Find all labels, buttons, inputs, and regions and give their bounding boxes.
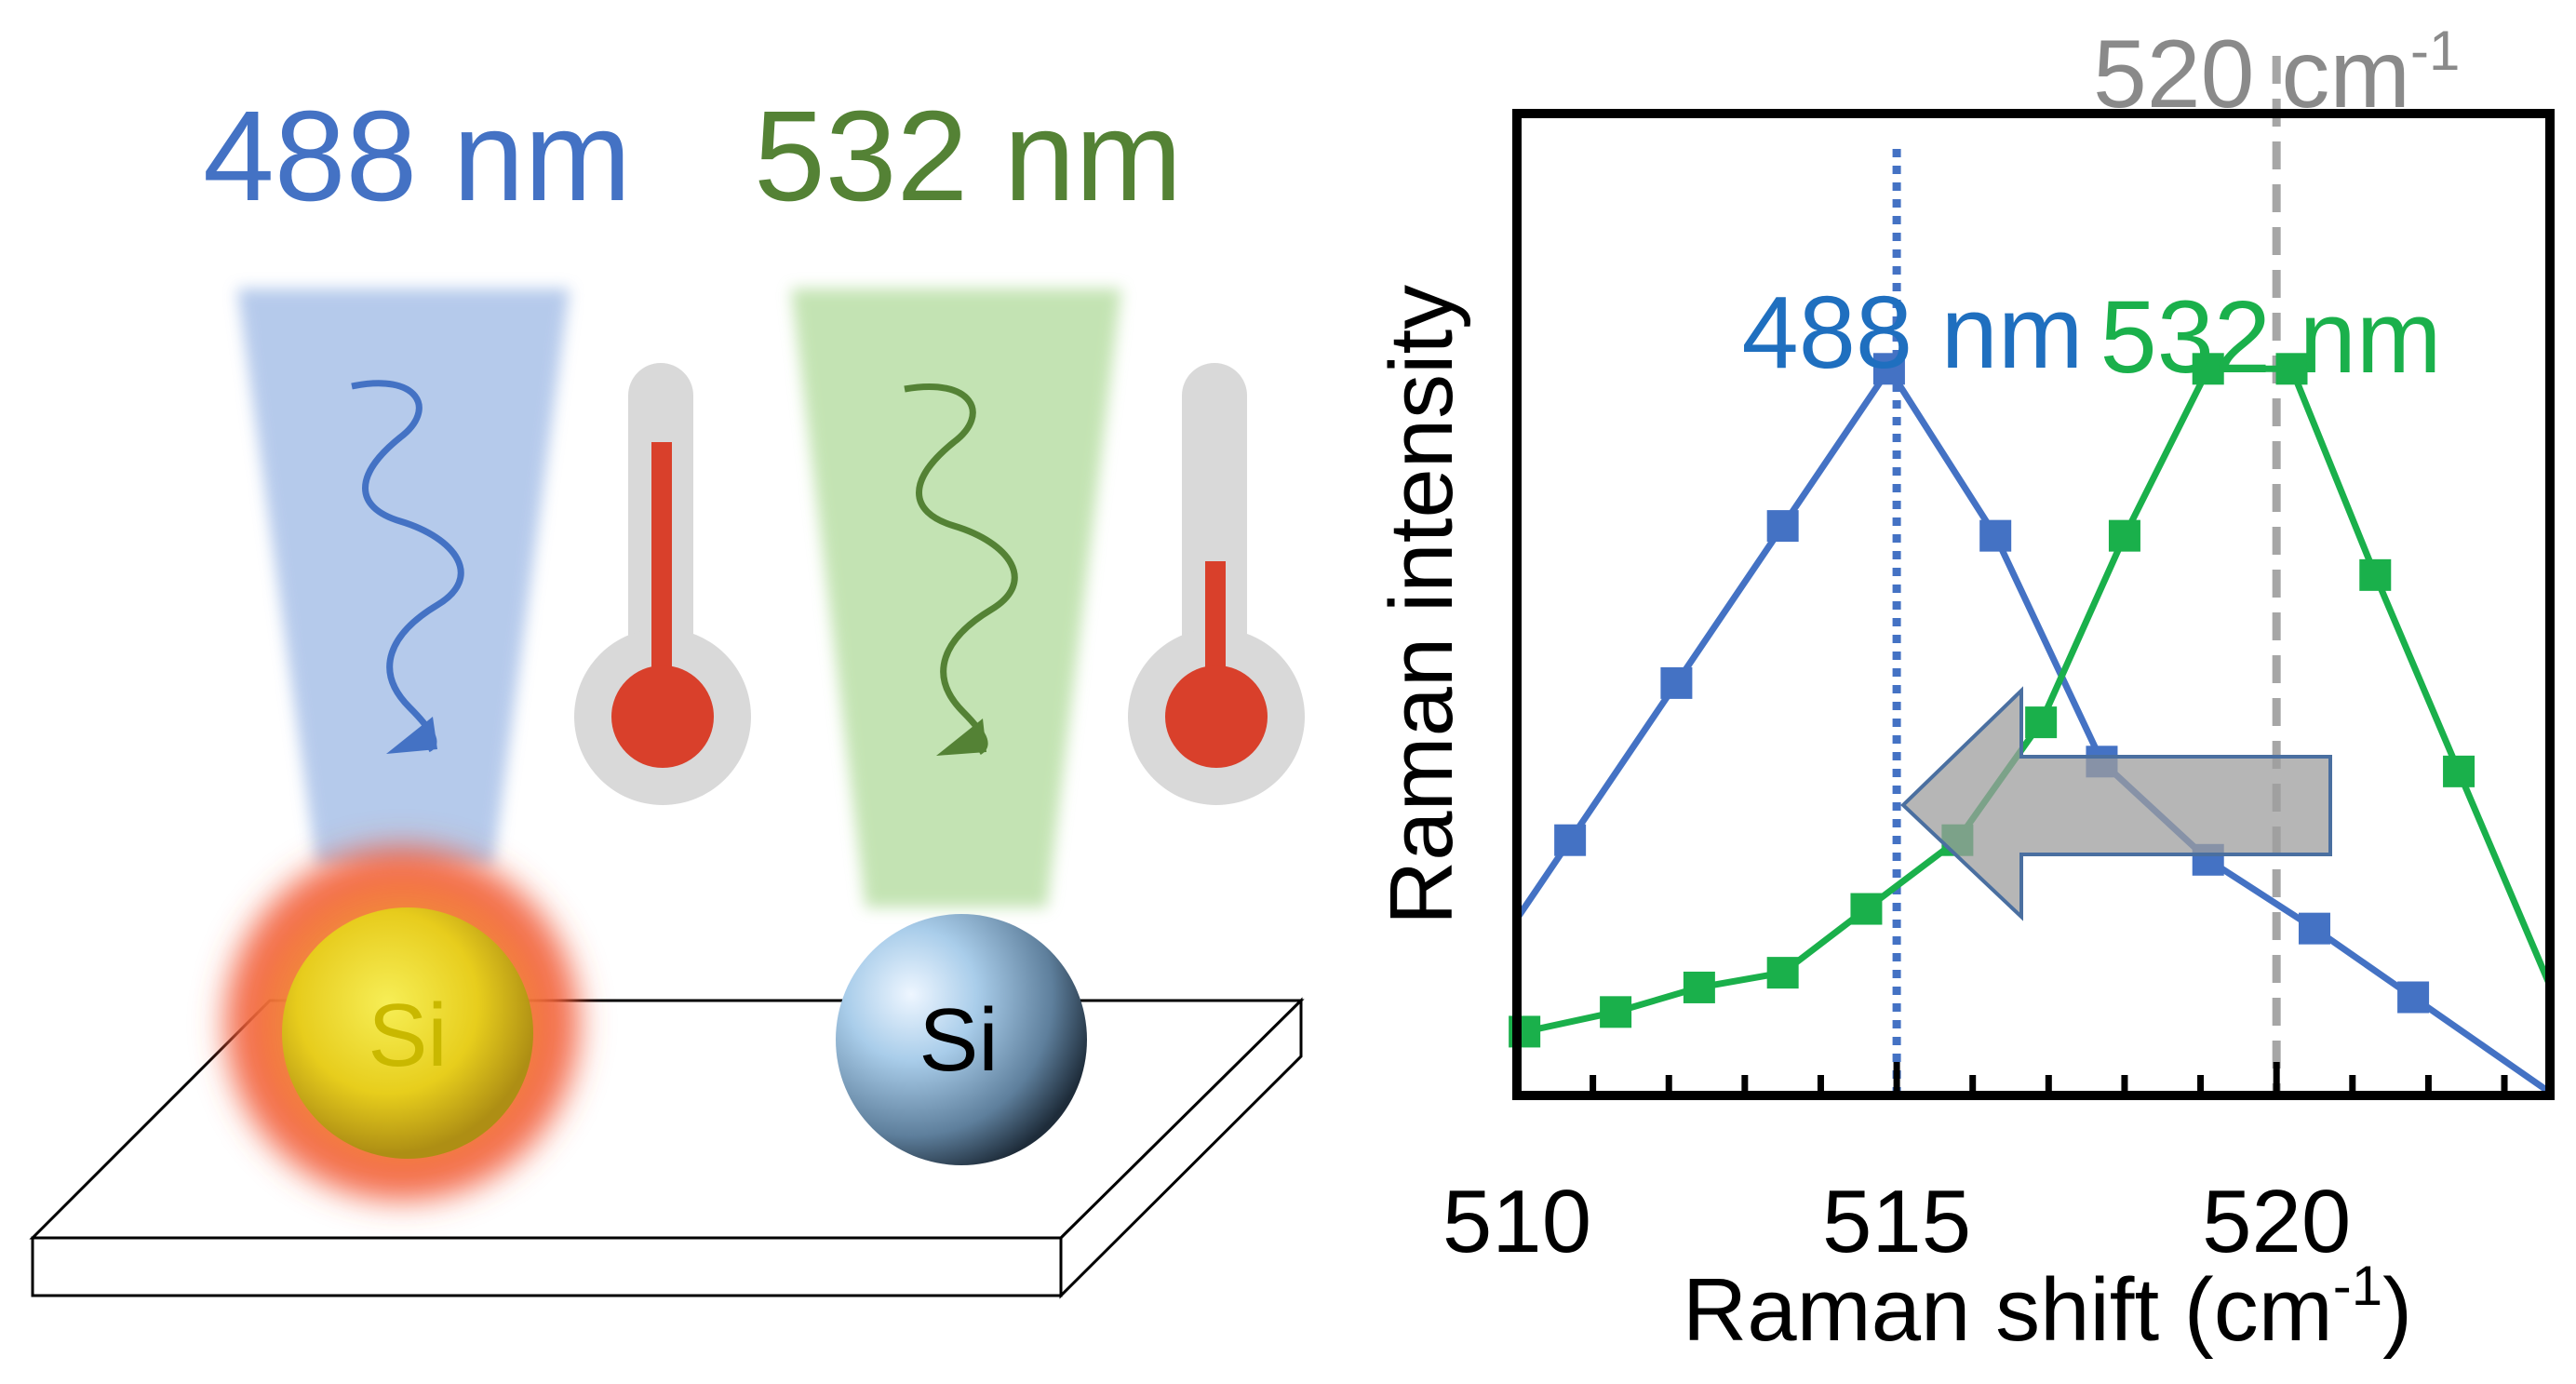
data-point-1-9 xyxy=(2275,353,2308,385)
hot-si-particle xyxy=(282,907,533,1159)
plot-frame xyxy=(1512,109,2555,1100)
data-point-1-3 xyxy=(1766,957,1799,989)
data-point-1-7 xyxy=(2108,519,2140,552)
data-point-1-11 xyxy=(2443,755,2475,787)
x-tick-label-2: 520 xyxy=(2202,1172,2351,1271)
data-point-0-8 xyxy=(2397,981,2430,1014)
series-line-1 xyxy=(1516,365,2554,1037)
blue-photon-icon xyxy=(351,380,464,753)
shift-arrow xyxy=(1900,686,2332,921)
thermometer-low-icon xyxy=(1128,363,1305,805)
raman-chart: 510 515 520 520 cm-1 488 nm 532 nm Raman i… xyxy=(1372,20,2555,1360)
data-point-0-2 xyxy=(1766,510,1799,543)
x-axis-title: Raman shift (cm-1) xyxy=(1683,1255,2412,1360)
green-photon-arrowhead xyxy=(936,719,986,756)
thermometer-high-icon xyxy=(574,363,751,805)
ref-line-label: 520 cm-1 xyxy=(2093,20,2460,128)
data-point-1-1 xyxy=(1600,996,1632,1028)
illustration-panel: Si Si 488 nm 532 nm xyxy=(29,85,1305,1299)
data-point-1-6 xyxy=(2025,706,2058,739)
blue-laser-beam xyxy=(237,289,570,866)
laser-label-532: 532 nm xyxy=(754,85,1182,228)
data-point-0-1 xyxy=(1660,666,1693,699)
laser-label-488: 488 nm xyxy=(203,85,631,228)
cool-si-label: Si xyxy=(919,990,998,1090)
green-laser-beam xyxy=(791,289,1121,907)
data-point-0-3 xyxy=(1872,353,1905,385)
data-point-1-4 xyxy=(1850,893,1883,925)
cool-si-particle xyxy=(836,914,1087,1165)
data-point-1-2 xyxy=(1683,971,1715,1003)
x-tick-label-1: 515 xyxy=(1822,1172,1971,1271)
data-point-0-7 xyxy=(2298,912,2330,945)
blue-photon-arrowhead xyxy=(386,717,437,754)
series-label-488: 488 nm xyxy=(1742,275,2084,390)
green-photon-icon xyxy=(904,383,1018,755)
series-label-532: 532 nm xyxy=(2100,280,2442,395)
data-point-1-10 xyxy=(2359,558,2392,591)
hot-si-label: Si xyxy=(368,986,447,1085)
x-tick-label-0: 510 xyxy=(1442,1172,1591,1271)
y-axis-title: Raman intensity xyxy=(1372,285,1471,925)
data-point-0-4 xyxy=(1979,519,2012,552)
data-point-0-0 xyxy=(1554,824,1587,856)
data-point-1-8 xyxy=(2192,353,2224,385)
